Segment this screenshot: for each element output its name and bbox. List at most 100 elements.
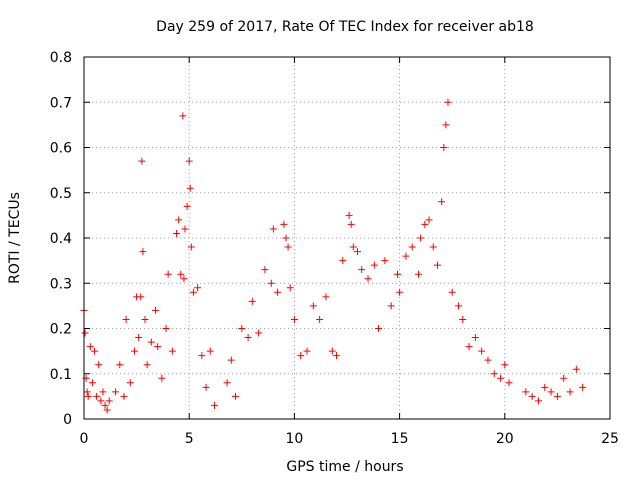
chart-title: Day 259 of 2017, Rate Of TEC Index for r… <box>156 19 534 35</box>
data-point <box>103 406 111 414</box>
data-point <box>322 293 330 301</box>
data-point <box>282 234 290 242</box>
data-point <box>154 343 162 351</box>
data-point <box>210 401 218 409</box>
data-point <box>370 261 378 269</box>
data-point <box>91 347 99 355</box>
data-points <box>80 98 587 414</box>
data-point <box>141 315 149 323</box>
data-point <box>393 270 401 278</box>
data-point <box>425 216 433 224</box>
data-point <box>459 315 467 323</box>
data-point <box>274 288 282 296</box>
y-tick-label: 0.5 <box>50 186 72 202</box>
data-point <box>465 343 473 351</box>
data-point <box>438 198 446 206</box>
data-point <box>269 225 277 233</box>
data-point <box>364 275 372 283</box>
data-point <box>101 401 109 409</box>
data-point <box>471 334 479 342</box>
data-point <box>86 343 94 351</box>
data-point <box>248 297 256 305</box>
data-point <box>185 157 193 165</box>
data-point <box>175 216 183 224</box>
data-point <box>177 270 185 278</box>
data-point <box>402 252 410 260</box>
x-tick-label: 15 <box>391 431 409 447</box>
data-point <box>522 388 530 396</box>
data-point <box>122 315 130 323</box>
y-tick-label: 0.8 <box>50 50 72 66</box>
x-tick-label: 5 <box>185 431 194 447</box>
data-point <box>105 397 113 405</box>
data-point <box>579 383 587 391</box>
data-point <box>448 288 456 296</box>
y-tick-label: 0.1 <box>50 367 72 383</box>
data-point <box>478 347 486 355</box>
data-point <box>547 388 555 396</box>
data-point <box>223 379 231 387</box>
data-point <box>267 279 275 287</box>
data-point <box>83 388 91 396</box>
axis-ticks: 0 5 10 15 20 25 0 0.1 0.2 0.3 0.4 0.5 0.6 0.7 0.8 <box>50 50 619 447</box>
data-point <box>440 144 448 151</box>
data-point <box>541 383 549 391</box>
data-point <box>497 374 505 382</box>
data-point <box>231 392 239 400</box>
x-axis-label: GPS time / hours <box>286 459 403 475</box>
x-tick-label: 25 <box>601 431 619 447</box>
data-point <box>501 361 509 369</box>
data-point <box>560 374 568 382</box>
data-point <box>387 302 395 310</box>
data-point <box>116 361 124 369</box>
data-point <box>309 302 317 310</box>
data-point <box>297 352 305 360</box>
data-point <box>147 338 155 346</box>
data-point <box>143 361 151 369</box>
data-point <box>81 329 89 337</box>
data-point <box>280 220 288 228</box>
data-point <box>139 248 147 256</box>
data-point <box>347 220 355 228</box>
data-point <box>135 334 143 342</box>
y-tick-label: 0.2 <box>50 322 72 338</box>
data-point <box>339 257 347 265</box>
data-point <box>534 397 542 405</box>
data-point <box>332 352 340 360</box>
data-point <box>455 302 463 310</box>
data-point <box>433 261 441 269</box>
data-point <box>138 157 146 165</box>
data-point <box>572 365 580 373</box>
data-point <box>238 325 246 332</box>
data-point <box>442 121 450 129</box>
data-point <box>206 347 214 355</box>
y-tick-label: 0.6 <box>50 141 72 157</box>
data-point <box>198 352 206 360</box>
data-point <box>173 229 181 237</box>
x-tick-label: 0 <box>80 431 89 447</box>
data-point <box>186 184 194 192</box>
data-point <box>95 361 103 369</box>
y-tick-label: 0.3 <box>50 276 72 292</box>
data-point <box>179 112 187 120</box>
y-tick-label: 0.4 <box>50 231 72 247</box>
data-point <box>505 379 513 387</box>
data-point <box>528 392 536 400</box>
x-tick-label: 20 <box>496 431 514 447</box>
data-point <box>290 315 298 323</box>
data-point <box>84 392 92 400</box>
data-point <box>88 379 96 387</box>
data-point <box>261 266 269 274</box>
data-point <box>183 202 191 210</box>
data-point <box>227 356 235 364</box>
data-point <box>421 220 429 228</box>
grid <box>84 57 610 419</box>
data-point <box>349 243 357 251</box>
data-point <box>375 325 383 332</box>
data-point <box>152 306 160 314</box>
data-point <box>97 397 105 405</box>
data-point <box>415 270 423 278</box>
data-point <box>484 356 492 364</box>
